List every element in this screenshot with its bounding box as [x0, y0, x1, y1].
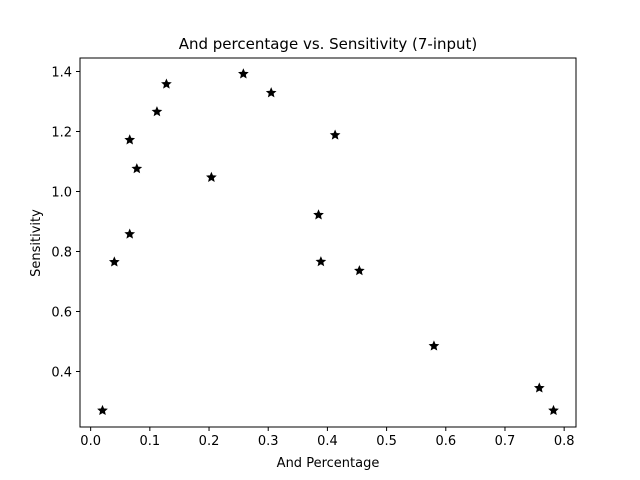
data-point-star	[161, 78, 172, 89]
data-point-star	[124, 134, 136, 145]
data-point-star	[548, 404, 559, 416]
y-axis-ticks: 0.4 0.6 0.8 1.0 1.2 1.4	[51, 66, 80, 381]
x-tick-label: 0.2	[199, 434, 220, 449]
x-axis-ticks: 0.0 0.1 0.2 0.3 0.4 0.5 0.6 0.7 0.8	[80, 427, 575, 449]
x-axis-label: And Percentage	[277, 456, 380, 471]
x-tick-label: 0.5	[376, 434, 397, 449]
y-tick-label: 0.4	[51, 366, 72, 381]
x-tick-label: 0.0	[80, 434, 101, 449]
x-tick-label: 0.3	[258, 434, 279, 449]
data-point-star	[533, 382, 545, 393]
data-point-star	[313, 209, 324, 220]
data-point-star	[108, 256, 120, 267]
data-point-star	[329, 129, 341, 140]
data-point-star	[265, 87, 277, 98]
x-tick-label: 0.4	[317, 434, 338, 449]
y-tick-label: 1.0	[51, 186, 72, 201]
y-tick-label: 0.8	[51, 246, 72, 261]
data-point-star	[206, 171, 217, 182]
x-tick-label: 0.8	[554, 434, 575, 449]
y-tick-label: 1.2	[51, 126, 72, 141]
data-point-star	[151, 106, 163, 117]
data-points	[97, 68, 559, 416]
x-tick-label: 0.7	[495, 434, 516, 449]
y-axis-label: Sensitivity	[29, 209, 44, 277]
x-tick-label: 0.6	[435, 434, 456, 449]
x-tick-label: 0.1	[139, 434, 160, 449]
y-tick-label: 0.6	[51, 306, 72, 321]
data-point-star	[97, 404, 108, 416]
data-point-star	[428, 340, 440, 351]
data-point-star	[238, 68, 249, 79]
chart-title: And percentage vs. Sensitivity (7-input)	[179, 35, 478, 53]
data-point-star	[315, 256, 327, 267]
data-point-star	[124, 228, 136, 239]
y-tick-label: 1.4	[51, 66, 72, 81]
data-point-star	[354, 265, 365, 276]
data-point-star	[131, 163, 143, 174]
plot-area-frame	[79, 57, 577, 428]
